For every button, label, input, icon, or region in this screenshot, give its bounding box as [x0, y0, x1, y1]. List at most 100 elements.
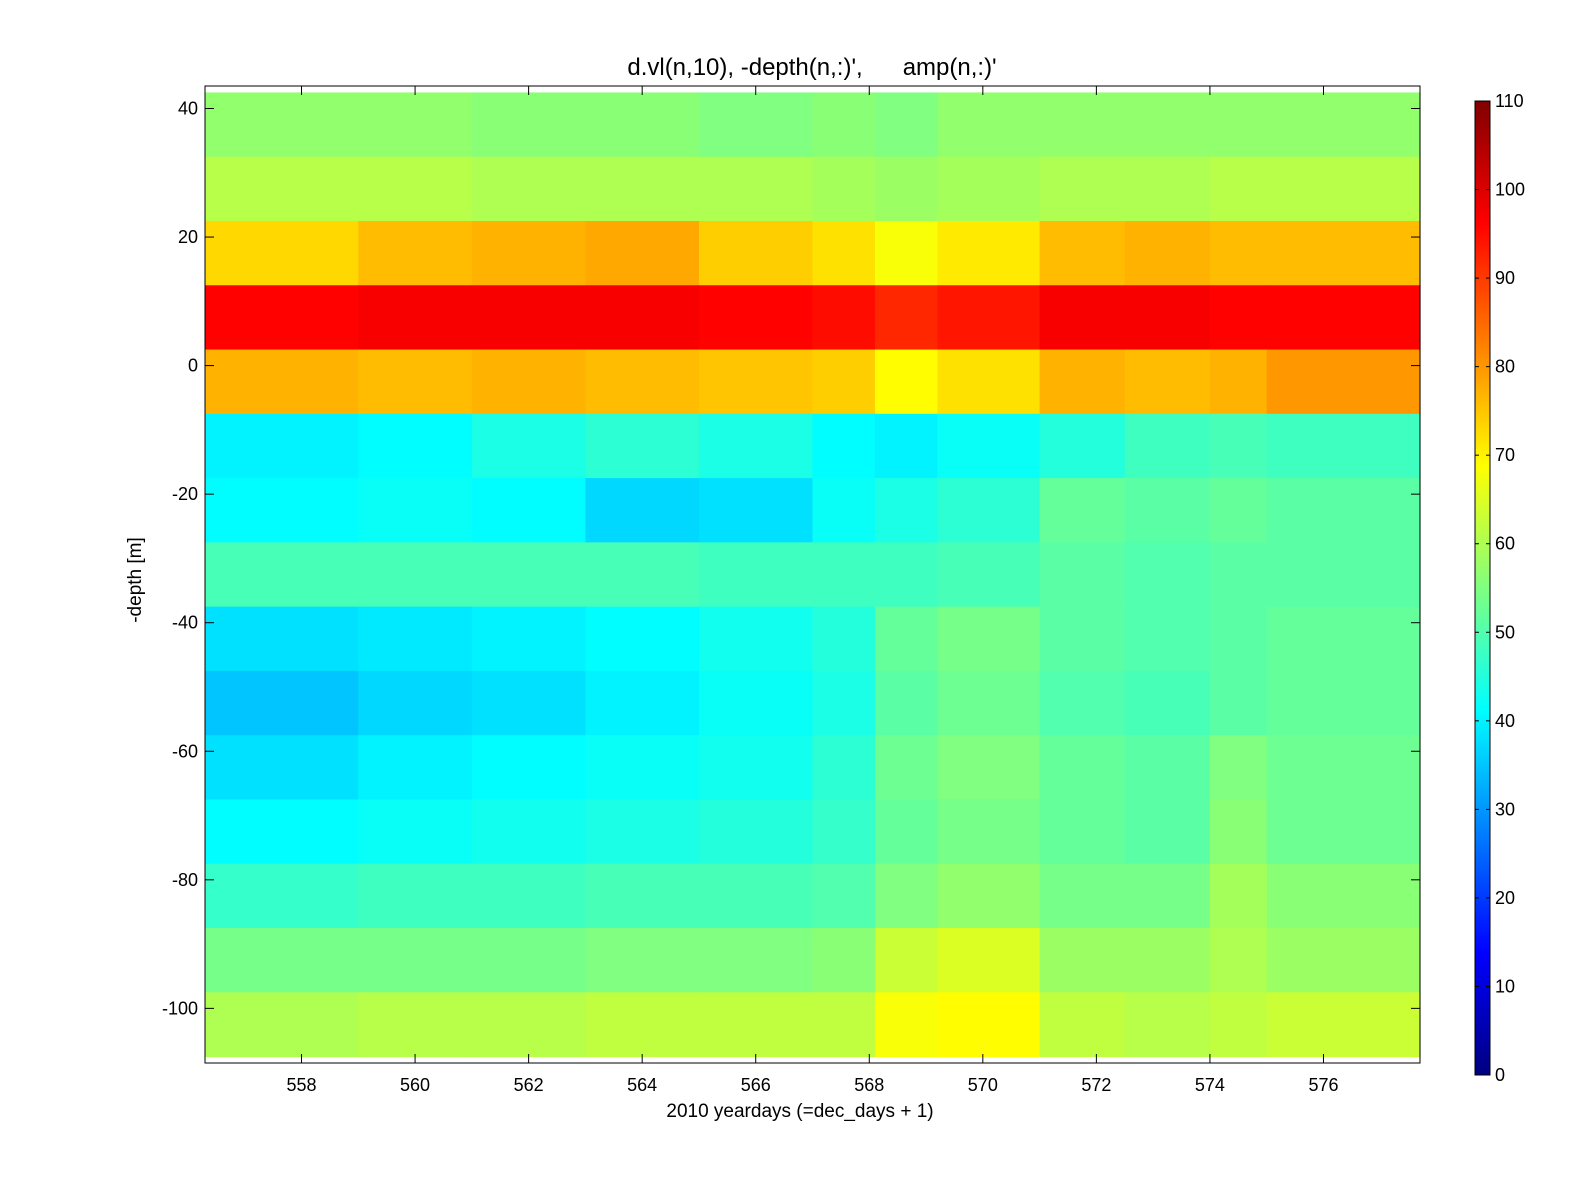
heatmap-cell — [1039, 285, 1126, 351]
heatmap-cell — [205, 735, 359, 801]
x-tick-label: 564 — [627, 1075, 657, 1095]
heatmap-cell — [1124, 799, 1211, 865]
heatmap-cell — [812, 670, 876, 736]
heatmap-cell — [1209, 349, 1268, 415]
colorbar-ticks: 0 10 20 30 40 50 60 70 80 90 100 110 — [1475, 91, 1525, 1085]
heatmap-cell — [1209, 220, 1268, 286]
heatmap-cell — [874, 413, 938, 479]
y-tick-label: -20 — [172, 484, 198, 504]
heatmap-cell — [1039, 478, 1126, 543]
heatmap-cell — [1266, 92, 1421, 158]
plot-area: 558 560 562 564 566 568 570 572 574 576 40 20 0 -20 -… — [162, 85, 1421, 1095]
heatmap-cell — [874, 606, 938, 672]
heatmap-cell — [874, 863, 938, 929]
colorbar-tick-label: 10 — [1495, 976, 1515, 996]
heatmap-cell — [937, 220, 1041, 286]
heatmap-cell — [471, 413, 586, 479]
heatmap-cell — [585, 735, 700, 801]
heatmap-cell — [812, 92, 876, 158]
heatmap-cell — [471, 220, 586, 286]
heatmap-cell — [205, 992, 359, 1058]
colorbar-tick-label: 30 — [1495, 799, 1515, 819]
heatmap-cell — [874, 992, 938, 1058]
colorbar-tick-label: 20 — [1495, 888, 1515, 908]
heatmap-cell — [1266, 478, 1421, 543]
heatmap-cell — [1124, 992, 1211, 1058]
heatmap-cell — [698, 349, 814, 415]
heatmap-cell — [205, 928, 359, 993]
heatmap-cell — [812, 799, 876, 865]
heatmap-cell — [585, 799, 700, 865]
colorbar: 0 10 20 30 40 50 60 70 80 90 100 110 — [1474, 91, 1525, 1085]
heatmap-cell — [937, 478, 1041, 543]
heatmap-cell — [812, 606, 876, 672]
heatmap-cell — [1039, 606, 1126, 672]
heatmap-cell — [812, 285, 876, 351]
y-tick-label: -80 — [172, 870, 198, 890]
heatmap-cell — [471, 285, 586, 351]
x-tick-label: 572 — [1081, 1075, 1111, 1095]
heatmap-cell — [471, 670, 586, 736]
heatmap-cell — [698, 413, 814, 479]
heatmap-cell — [205, 542, 359, 608]
heatmap-cell — [1266, 735, 1421, 801]
heatmap-cell — [1209, 285, 1268, 351]
heatmap-cell — [358, 413, 473, 479]
heatmap-cell — [874, 285, 938, 351]
x-tick-label: 576 — [1308, 1075, 1338, 1095]
y-axis-label: -depth [m] — [125, 537, 146, 623]
x-tick-label: 574 — [1195, 1075, 1225, 1095]
heatmap-cell — [205, 606, 359, 672]
heatmap-cell — [358, 735, 473, 801]
heatmap-cell — [937, 285, 1041, 351]
heatmap-cell — [585, 349, 700, 415]
heatmap-cell — [1124, 863, 1211, 929]
heatmap-cell — [585, 220, 700, 286]
heatmap-cell — [1209, 92, 1268, 158]
heatmap-cell — [698, 799, 814, 865]
heatmap-cell — [358, 92, 473, 158]
heatmap-cell — [1124, 478, 1211, 543]
heatmap-cell — [1039, 92, 1126, 158]
heatmap-cell — [937, 670, 1041, 736]
heatmap-cell — [698, 285, 814, 351]
heatmap-cell — [812, 156, 876, 222]
colorbar-gradient — [1474, 100, 1491, 1076]
heatmap-cell — [1124, 156, 1211, 222]
colorbar-tick-label: 110 — [1495, 91, 1524, 111]
heatmap-cell — [1266, 220, 1421, 286]
heatmap-cell — [1266, 349, 1421, 415]
heatmap-cell — [698, 92, 814, 158]
heatmap-cell — [937, 349, 1041, 415]
x-axis-label: 2010 yeardays (=dec_days + 1) — [666, 1101, 933, 1122]
heatmap-cell — [1266, 542, 1421, 608]
heatmap-cell — [1039, 670, 1126, 736]
heatmap-cell — [205, 156, 359, 222]
heatmap-cell — [1124, 606, 1211, 672]
heatmap-cell — [471, 992, 586, 1058]
heatmap-cell — [812, 863, 876, 929]
heatmap-cell — [874, 220, 938, 286]
heatmap-cell — [358, 220, 473, 286]
heatmap-cell — [585, 992, 700, 1058]
heatmap-cell — [812, 220, 876, 286]
heatmap-cell — [205, 92, 359, 158]
heatmap-cell — [698, 156, 814, 222]
heatmap-cell — [358, 992, 473, 1058]
heatmap-cell — [937, 992, 1041, 1058]
heatmap-cell — [698, 863, 814, 929]
heatmap-cells — [205, 92, 1421, 1058]
y-tick-label: 0 — [188, 356, 198, 376]
heatmap-cell — [1209, 928, 1268, 993]
heatmap-cell — [874, 670, 938, 736]
heatmap-cell — [1266, 992, 1421, 1058]
heatmap-cell — [585, 670, 700, 736]
heatmap-cell — [471, 92, 586, 158]
heatmap-cell — [874, 92, 938, 158]
heatmap-cell — [358, 478, 473, 543]
y-axis: 40 20 0 -20 -40 -60 -80 -100 — [162, 98, 1420, 1018]
heatmap-cell — [698, 928, 814, 993]
x-tick-label: 560 — [400, 1075, 430, 1095]
heatmap-cell — [874, 542, 938, 608]
heatmap-cell — [1039, 992, 1126, 1058]
